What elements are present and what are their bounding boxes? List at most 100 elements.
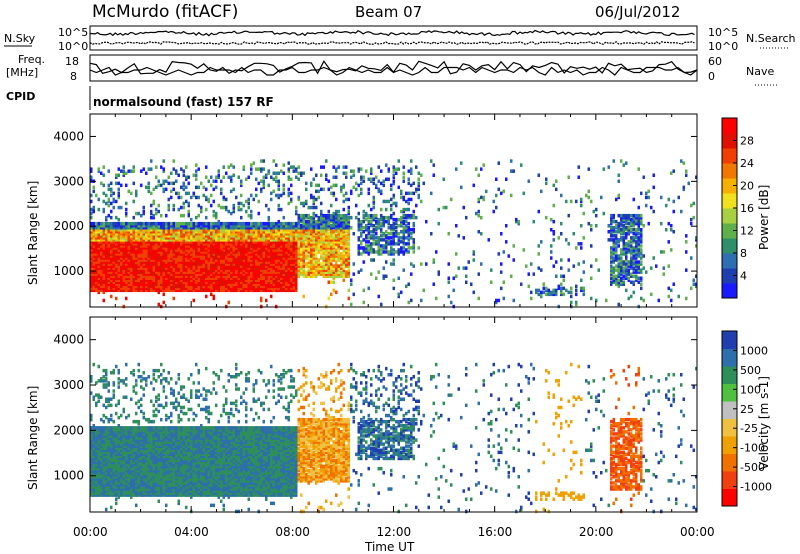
heatmap-cell — [237, 266, 240, 270]
heatmap-cell — [582, 211, 585, 216]
heatmap-cell — [452, 288, 455, 293]
heatmap-cell — [122, 256, 125, 260]
heatmap-cell — [492, 199, 495, 204]
heatmap-cell — [237, 221, 240, 226]
heatmap-cell — [217, 236, 220, 240]
heatmap-cell — [92, 248, 95, 252]
heatmap-cell — [360, 181, 363, 186]
heatmap-cell — [192, 230, 195, 234]
heatmap-cell — [212, 272, 215, 276]
heatmap-cell — [267, 221, 270, 226]
heatmap-cell — [200, 252, 203, 256]
heatmap-cell — [362, 250, 365, 254]
heatmap-cell — [555, 288, 558, 293]
heatmap-cell — [500, 191, 503, 196]
heatmap-cell — [307, 266, 310, 270]
heatmap-cell — [405, 226, 408, 230]
heatmap-cell — [202, 260, 205, 264]
heatmap-cell — [100, 264, 103, 268]
heatmap-cell — [615, 248, 618, 252]
heatmap-cell — [360, 234, 363, 238]
heatmap-cell — [290, 248, 293, 252]
heatmap-cell — [187, 240, 190, 244]
heatmap-cell — [315, 189, 318, 194]
heatmap-cell — [95, 288, 98, 293]
heatmap-cell — [360, 240, 363, 244]
heatmap-cell — [617, 256, 620, 260]
heatmap-cell — [412, 224, 415, 228]
heatmap-cell — [170, 280, 173, 284]
heatmap-cell — [140, 226, 143, 230]
heatmap-cell — [92, 226, 95, 230]
heatmap-cell — [312, 262, 315, 266]
heatmap-cell — [235, 276, 238, 280]
heatmap-cell — [125, 256, 128, 260]
heatmap-cell — [637, 268, 640, 272]
heatmap-cell — [630, 256, 633, 260]
heatmap-cell — [167, 250, 170, 254]
heatmap-cell — [177, 260, 180, 264]
heatmap-cell — [250, 193, 253, 198]
heatmap-cell — [182, 230, 185, 234]
heatmap-cell — [432, 173, 435, 177]
heatmap-cell — [337, 213, 340, 218]
heatmap-cell — [170, 278, 173, 282]
heatmap-cell — [385, 177, 388, 181]
heatmap-cell — [107, 266, 110, 270]
heatmap-cell — [422, 181, 425, 186]
heatmap-cell — [210, 288, 213, 293]
heatmap-cell — [165, 280, 168, 284]
heatmap-cell — [117, 284, 120, 289]
heatmap-cell — [295, 262, 298, 266]
heatmap-cell — [377, 236, 380, 240]
heatmap-cell — [270, 272, 273, 276]
heatmap-cell — [210, 262, 213, 266]
heatmap-cell — [160, 242, 163, 246]
heatmap-cell — [155, 276, 158, 280]
heatmap-cell — [247, 240, 250, 244]
heatmap-cell — [215, 256, 218, 260]
heatmap-cell — [260, 274, 263, 278]
heatmap-cell — [95, 250, 98, 254]
heatmap-cell — [227, 209, 230, 214]
heatmap-cell — [177, 286, 180, 291]
heatmap-cell — [170, 244, 173, 248]
heatmap-cell — [272, 278, 275, 282]
heatmap-cell — [270, 276, 273, 280]
heatmap-cell — [122, 240, 125, 244]
heatmap-cell — [302, 242, 305, 246]
heatmap-cell — [105, 260, 108, 264]
heatmap-cell — [115, 234, 118, 238]
heatmap-cell — [310, 268, 313, 272]
heatmap-cell — [217, 268, 220, 272]
heatmap-cell — [152, 252, 155, 256]
heatmap-cell — [397, 232, 400, 236]
heatmap-cell — [117, 264, 120, 268]
heatmap-cell — [90, 234, 93, 238]
heatmap-cell — [202, 282, 205, 286]
heatmap-cell — [325, 177, 328, 181]
heatmap-cell — [617, 226, 620, 230]
heatmap-cell — [295, 252, 298, 256]
heatmap-cell — [285, 242, 288, 246]
heatmap-cell — [262, 232, 265, 236]
heatmap-cell — [202, 274, 205, 278]
heatmap-cell — [237, 288, 240, 293]
heatmap-cell — [152, 280, 155, 284]
heatmap-cell — [200, 266, 203, 270]
heatmap-cell — [215, 226, 218, 230]
heatmap-cell — [540, 290, 543, 295]
heatmap-cell — [297, 260, 300, 264]
heatmap-cell — [137, 258, 140, 262]
heatmap-cell — [117, 278, 120, 282]
heatmap-cell — [255, 284, 258, 289]
heatmap-cell — [335, 256, 338, 260]
heatmap-cell — [107, 197, 110, 202]
heatmap-cell — [287, 169, 290, 173]
heatmap-cell — [430, 159, 433, 163]
heatmap-cell — [227, 230, 230, 234]
heatmap-cell — [152, 268, 155, 272]
heatmap-cell — [310, 205, 313, 210]
heatmap-cell — [117, 244, 120, 248]
heatmap-cell — [280, 250, 283, 254]
